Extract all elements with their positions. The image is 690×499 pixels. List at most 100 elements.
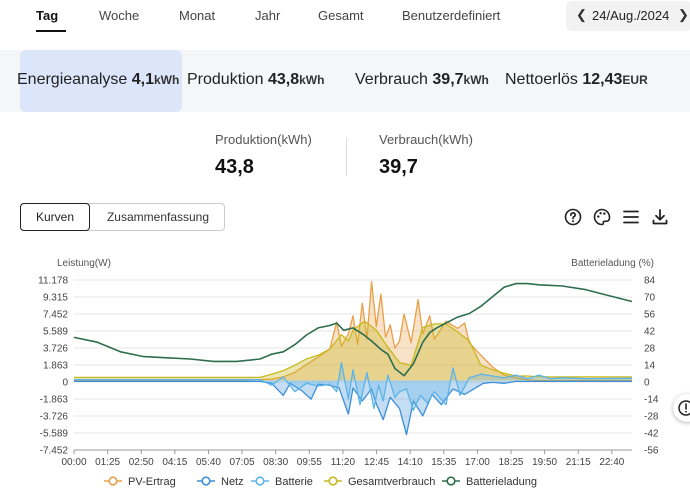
y-tick-label: -1.863 [40, 395, 69, 406]
y-tick-label: 3.726 [43, 344, 68, 355]
y-tick-label: 5.589 [43, 327, 68, 338]
tab-tag[interactable]: Tag [36, 8, 59, 23]
y2-tick-label: -42 [644, 429, 659, 440]
summary-unit: kWh [463, 73, 489, 87]
production-total-value: 43,8 [215, 156, 254, 178]
legend-swatch-marker [108, 476, 118, 486]
legend-swatch-marker [201, 476, 211, 486]
legend-label: Gesamtverbrauch [348, 476, 435, 488]
x-tick-label: 15:35 [431, 457, 456, 468]
series-line-pv-ertrag [74, 280, 632, 382]
tab-benutzerdefiniert[interactable]: Benutzerdefiniert [402, 8, 501, 23]
x-tick-label: 07:05 [230, 457, 255, 468]
summary-value: 43,8 [267, 71, 300, 88]
curves-button[interactable]: Kurven [20, 203, 90, 231]
x-axis-ticks: 00:00 01:25 02:50 04:15 05:40 07:05 08:30 09:55… [61, 450, 625, 468]
summary-label: Produktion [187, 71, 264, 88]
x-tick-label: 00:00 [61, 457, 86, 468]
y-tick-label: -3.726 [40, 412, 69, 423]
y2-tick-label: 84 [644, 276, 656, 287]
legend-swatch-marker [328, 476, 338, 486]
totals-divider [346, 138, 347, 176]
x-tick-label: 14:10 [398, 457, 423, 468]
consumption-total-value: 39,7 [379, 156, 418, 178]
tab-woche[interactable]: Woche [99, 8, 140, 23]
power-chart: Leistung(W) Batterieladung (%) 11.178 9.3… [38, 258, 659, 488]
x-tick-label: 05:40 [196, 457, 221, 468]
legend-swatch-marker [255, 476, 265, 486]
y-tick-label: -5.589 [40, 429, 69, 440]
x-tick-label: 04:15 [162, 457, 187, 468]
alert-icon [678, 400, 690, 416]
series-line-netz [74, 380, 632, 436]
y-axis-ticks: 11.178 9.315 7.452 5.589 3.726 1.863 0 -1.863 -3… [38, 276, 68, 457]
legend-swatch-marker [446, 476, 456, 486]
x-tick-label: 12:45 [364, 457, 389, 468]
summary-value: 39,7 [432, 71, 464, 88]
summary-button[interactable]: Zusammenfassung [106, 210, 210, 224]
summary-label: Nettoerlös [505, 71, 578, 88]
y2-axis-ticks: 84 70 56 42 28 14 0 -14 -28 -42 -56 [644, 276, 659, 457]
production-total-label: Produktion(kWh) [215, 132, 312, 147]
summary-label: Energieanalyse [17, 71, 128, 88]
series-area-gesamtverbrauch [74, 321, 632, 381]
summary-energieanalyse[interactable]: Energieanalyse 4,1kWh [17, 71, 179, 89]
previous-day-icon[interactable]: ❮ [576, 7, 587, 22]
x-tick-label: 17:00 [465, 457, 490, 468]
y-tick-label: 9.315 [43, 293, 68, 304]
summary-verbrauch[interactable]: Verbrauch 39,7kWh [355, 71, 489, 89]
consumption-total-label: Verbrauch(kWh) [379, 132, 473, 147]
y-tick-label: 1.863 [43, 361, 68, 372]
x-tick-label: 11:20 [331, 457, 356, 468]
x-tick-label: 18:25 [498, 457, 523, 468]
y2-tick-label: 56 [644, 310, 656, 321]
y-tick-label: 7.452 [43, 310, 68, 321]
date-picker[interactable]: ❮ 24/Aug./2024 ❯ [566, 1, 690, 31]
x-tick-label: 22:40 [599, 457, 624, 468]
x-tick-label: 21:15 [566, 457, 591, 468]
series-line-gesamtverbrauch [74, 320, 632, 379]
summary-produktion[interactable]: Produktion 43,8kWh [187, 71, 324, 89]
date-label[interactable]: 24/Aug./2024 [592, 8, 670, 23]
summary-value: 4,1 [131, 71, 154, 88]
summary-unit: kWh [154, 73, 180, 87]
y2-tick-label: -28 [644, 412, 659, 423]
x-tick-label: 01:25 [95, 457, 120, 468]
summary-strip: Energieanalyse 4,1kWh Produktion 43,8kWh… [0, 50, 690, 112]
y2-tick-label: 42 [644, 327, 656, 338]
legend-label: Netz [221, 476, 244, 488]
y2-tick-label: 14 [644, 361, 656, 372]
chart-series [73, 280, 633, 436]
chart-legend: PV-Ertrag Netz Batterie Gesamtverbrauch Batt… [104, 476, 537, 488]
legend-label: Batterie [275, 476, 313, 488]
active-tab-indicator [36, 30, 66, 32]
y-axis-title: Leistung(W) [57, 258, 111, 269]
y-tick-label: 0 [62, 378, 68, 389]
period-tabs: Tag Woche Monat Jahr Gesamt Benutzerdefi… [0, 0, 690, 34]
y2-tick-label: -56 [644, 446, 659, 457]
legend-label: PV-Ertrag [128, 476, 176, 488]
x-tick-label: 09:55 [297, 457, 322, 468]
tab-monat[interactable]: Monat [179, 8, 216, 23]
y2-axis-title: Batterieladung (%) [571, 258, 654, 269]
y2-tick-label: 28 [644, 344, 656, 355]
x-tick-label: 08:30 [263, 457, 288, 468]
next-day-icon[interactable]: ❯ [678, 7, 689, 22]
x-tick-label: 02:50 [129, 457, 154, 468]
download-icon[interactable] [651, 208, 669, 226]
tab-gesamt[interactable]: Gesamt [318, 8, 364, 23]
y2-tick-label: 70 [644, 293, 656, 304]
help-icon[interactable] [564, 208, 582, 226]
palette-icon[interactable] [593, 208, 611, 226]
summary-label: Verbrauch [355, 71, 428, 88]
summary-unit: EUR [622, 73, 648, 87]
scroll-fab[interactable] [673, 394, 690, 422]
menu-icon[interactable] [622, 208, 640, 226]
summary-value: 12,43 [582, 71, 623, 88]
y-tick-label: 11.178 [38, 276, 68, 287]
summary-nettoerloes[interactable]: Nettoerlös 12,43EUR [505, 71, 648, 89]
tab-jahr[interactable]: Jahr [255, 8, 281, 23]
legend-label: Batterieladung [466, 476, 537, 488]
summary-unit: kWh [299, 73, 325, 87]
series-line-batterie [74, 361, 633, 411]
